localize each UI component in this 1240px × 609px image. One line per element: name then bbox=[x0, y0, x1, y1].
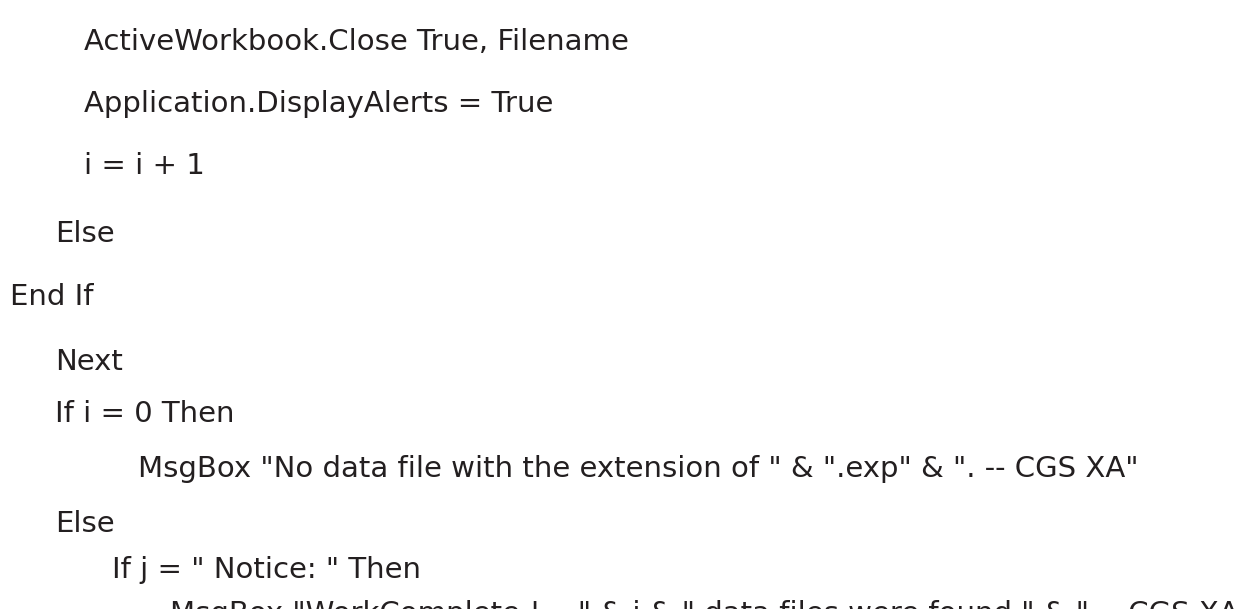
Text: End If: End If bbox=[10, 283, 93, 311]
Text: Else: Else bbox=[55, 510, 114, 538]
Text: Application.DisplayAlerts = True: Application.DisplayAlerts = True bbox=[84, 90, 553, 118]
Text: If i = 0 Then: If i = 0 Then bbox=[55, 400, 234, 428]
Text: ActiveWorkbook.Close True, Filename: ActiveWorkbook.Close True, Filename bbox=[84, 28, 629, 56]
Text: i = i + 1: i = i + 1 bbox=[84, 152, 205, 180]
Text: MsgBox "No data file with the extension of " & ".exp" & ". -- CGS XA": MsgBox "No data file with the extension … bbox=[138, 455, 1138, 483]
Text: If j = " Notice: " Then: If j = " Notice: " Then bbox=[112, 556, 422, 584]
Text: Else: Else bbox=[55, 220, 114, 248]
Text: Next: Next bbox=[55, 348, 123, 376]
Text: MsgBox "WorkComplete !    " & i & " data files were found." & " -- CGS XA": MsgBox "WorkComplete ! " & i & " data fi… bbox=[170, 600, 1240, 609]
